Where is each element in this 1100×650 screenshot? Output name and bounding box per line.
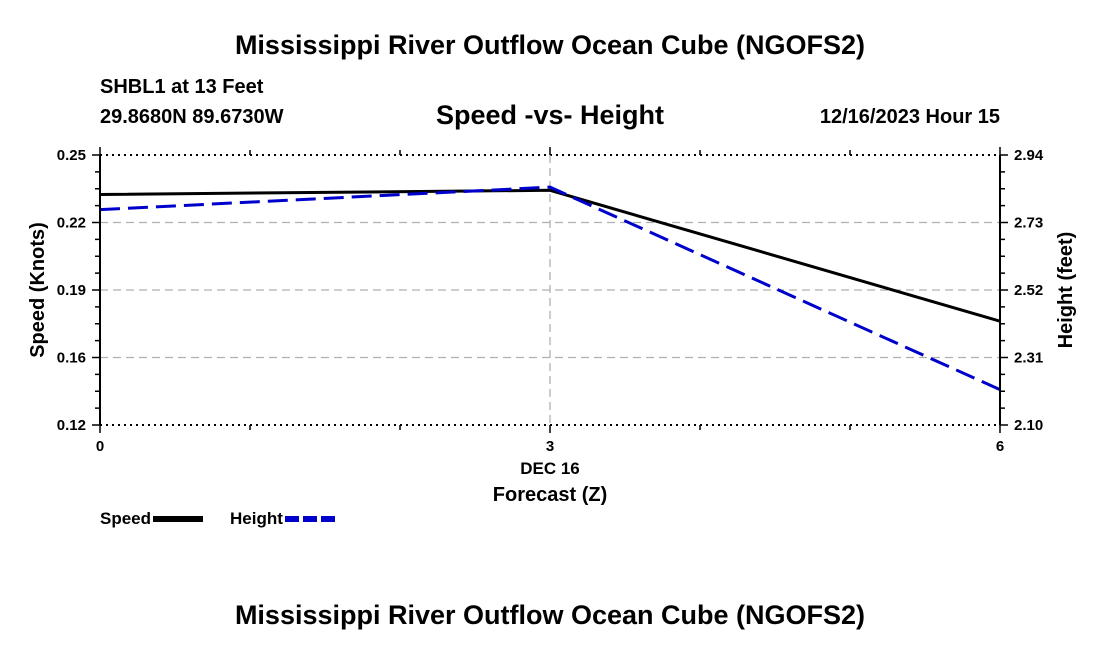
y-tick-label: 0.16 [57,350,86,367]
station-coordinates: 29.8680N 89.6730W [100,106,284,128]
y2-tick-label: 2.31 [1014,350,1043,367]
y2-tick-label: 2.10 [1014,417,1043,434]
x-tick-label: 0 [96,438,104,455]
x-date-label: DEC 16 [520,459,580,478]
footer-title: Mississippi River Outflow Ocean Cube (NG… [234,600,866,630]
y-axis-title: Speed (Knots) [27,222,49,358]
y-tick-label: 0.22 [57,215,86,232]
x-tick-label: 6 [996,438,1004,455]
grid-layer [100,154,1000,426]
legend-item-height: Height [230,509,335,529]
y2-tick-label: 2.73 [1014,215,1043,232]
legend-swatch-speed [153,516,204,522]
station-label: SHBL1 at 13 Feet [100,76,264,98]
forecast-datetime: 12/16/2023 Hour 15 [819,106,1000,128]
y-tick-label: 0.25 [57,147,86,164]
chart-subtitle: Speed -vs- Height [435,100,665,130]
legend-label-height: Height [230,509,283,528]
x-axis-title: Forecast (Z) [493,484,607,506]
main-title: Mississippi River Outflow Ocean Cube (NG… [234,30,866,60]
y2-axis-title: Height (feet) [1055,232,1077,349]
y-tick-label: 0.12 [57,417,86,434]
x-tick-label: 3 [546,438,554,455]
speed-height-chart: 0.25 0.22 0.19 0.16 0.12 2.94 2.73 2.52 2.31 2.10… [27,147,1077,506]
label-layer: 0.25 0.22 0.19 0.16 0.12 2.94 2.73 2.52 2.31 2.10… [27,147,1077,506]
y2-tick-label: 2.52 [1014,282,1043,299]
legend-swatch-height [284,516,335,522]
axis-layer [92,147,1008,433]
legend-label-speed: Speed [100,509,152,528]
legend-item-speed: Speed [100,509,204,529]
y-tick-label: 0.19 [57,282,86,299]
y2-tick-label: 2.94 [1014,147,1044,164]
